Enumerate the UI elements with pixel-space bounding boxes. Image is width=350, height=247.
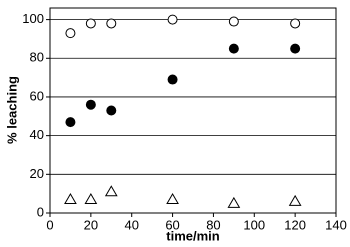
- point: [85, 99, 96, 110]
- point: [64, 192, 77, 204]
- point: [65, 117, 76, 128]
- x-tick-label: 120: [284, 217, 306, 232]
- point: [227, 196, 241, 208]
- point: [288, 194, 302, 206]
- point: [228, 43, 239, 54]
- y-tick-label: 60: [30, 88, 44, 103]
- point: [167, 74, 178, 85]
- point: [84, 192, 98, 204]
- x-tick-label: 40: [124, 217, 138, 232]
- point: [166, 192, 179, 204]
- x-tick-label: 0: [46, 217, 53, 232]
- point: [85, 18, 96, 29]
- x-tick-label: 100: [243, 217, 265, 232]
- x-tick-label: 140: [325, 217, 347, 232]
- point: [106, 18, 117, 29]
- x-tick-label: 20: [84, 217, 98, 232]
- x-tick-label: 80: [206, 217, 220, 232]
- y-tick-label: 40: [30, 127, 44, 142]
- x-tick-label: 60: [165, 217, 179, 232]
- point: [104, 185, 118, 197]
- y-tick-label: 80: [30, 50, 44, 65]
- point: [65, 28, 76, 39]
- y-tick-label: 100: [22, 11, 44, 26]
- point: [290, 43, 301, 54]
- point: [106, 105, 117, 116]
- point: [228, 16, 239, 27]
- point: [290, 18, 301, 29]
- plot-frame: [49, 7, 337, 214]
- x-axis-label: time/min: [166, 228, 220, 243]
- y-tick-label: 0: [37, 204, 44, 219]
- point: [167, 14, 178, 25]
- y-tick-label: 20: [30, 166, 44, 181]
- y-axis-label: % leaching: [4, 76, 19, 144]
